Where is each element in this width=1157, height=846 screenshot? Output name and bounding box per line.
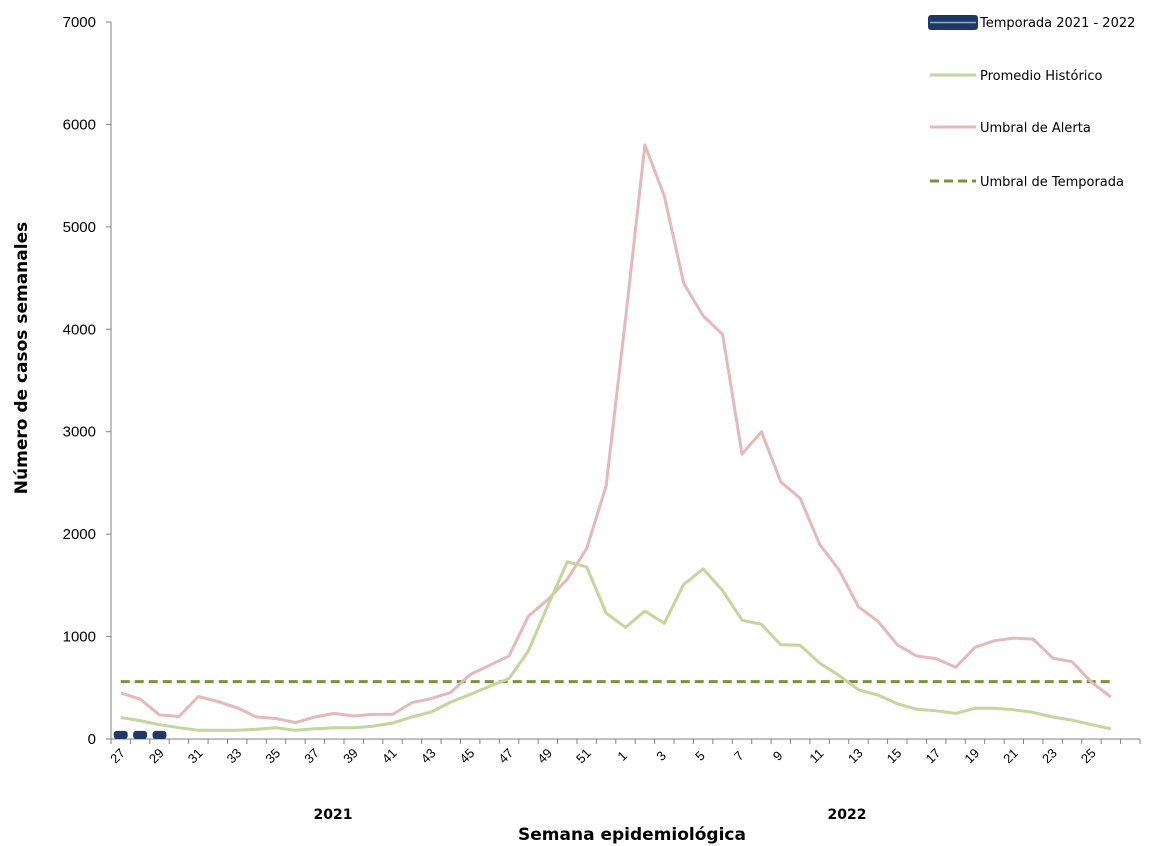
x-tick-label: 41: [379, 745, 400, 766]
legend-label-umbral-temporada: Umbral de Temporada: [980, 175, 1124, 190]
x-tick-label: 39: [340, 745, 361, 766]
x-tick-label: 47: [495, 745, 516, 766]
legend-label-alerta: Umbral de Alerta: [980, 121, 1091, 136]
y-tick-label: 6000: [63, 116, 96, 133]
year-label-2022: 2022: [828, 807, 867, 823]
axes: [110, 22, 1140, 740]
x-tick-label: 29: [146, 745, 167, 766]
y-tick-label: 5000: [63, 219, 96, 236]
x-tick-label: 31: [185, 745, 206, 766]
x-tick-label: 27: [107, 745, 128, 766]
x-tick-label: 11: [806, 746, 826, 766]
y-tick-label: 2000: [63, 526, 96, 543]
x-ticks: 27 29 31 33 35 37 39 41 43 45 47 49 51 1 3 5 7 9 11 13 15 17 1…: [107, 739, 1141, 766]
x-tick-label: 7: [731, 748, 747, 764]
x-tick-label: 25: [1078, 745, 1099, 766]
x-tick-label: 5: [692, 748, 708, 764]
x-tick-label: 17: [923, 745, 944, 766]
x-tick-label: 37: [301, 745, 322, 766]
y-axis-title: Número de casos semanales: [12, 222, 32, 494]
x-tick-label: 33: [224, 745, 245, 766]
legend-label-promedio: Promedio Histórico: [980, 69, 1103, 84]
series-bar-temporada-2021-2022: [113, 730, 128, 739]
x-tick-label: 9: [770, 748, 786, 764]
series-bar-temporada-2021-2022: [133, 730, 148, 739]
y-tick-label: 1000: [63, 629, 96, 646]
series-layer: [113, 143, 1112, 739]
legend: Temporada 2021 - 2022 Promedio Histórico…: [928, 15, 1135, 190]
x-tick-label: 51: [573, 745, 594, 766]
series-bar-temporada-2021-2022: [152, 730, 167, 739]
x-tick-label: 19: [961, 745, 982, 766]
y-tick-label: 7000: [63, 14, 96, 31]
x-tick-label: 23: [1039, 745, 1060, 766]
series-line-umbral-de-alerta: [120, 143, 1112, 725]
y-tick-label: 0: [88, 731, 96, 748]
year-label-2021: 2021: [314, 807, 353, 823]
x-tick-label: 1: [614, 748, 630, 764]
x-axis-title: Semana epidemiológica: [518, 825, 746, 845]
x-tick-label: 35: [262, 745, 283, 766]
x-tick-label: 21: [1000, 745, 1021, 766]
x-tick-label: 13: [845, 745, 866, 766]
y-tick-label: 4000: [63, 321, 96, 338]
x-tick-label: 3: [653, 748, 669, 764]
y-tick-label: 3000: [63, 424, 96, 441]
legend-label-temporada: Temporada 2021 - 2022: [979, 16, 1135, 31]
x-tick-label: 49: [534, 745, 555, 766]
x-tick-label: 43: [418, 745, 439, 766]
x-tick-label: 15: [884, 745, 905, 766]
series-line-promedio-historico: [120, 560, 1112, 732]
y-ticks: 0 1000 2000 3000 4000 5000 6000 7000: [63, 14, 111, 748]
x-tick-label: 45: [457, 745, 478, 766]
